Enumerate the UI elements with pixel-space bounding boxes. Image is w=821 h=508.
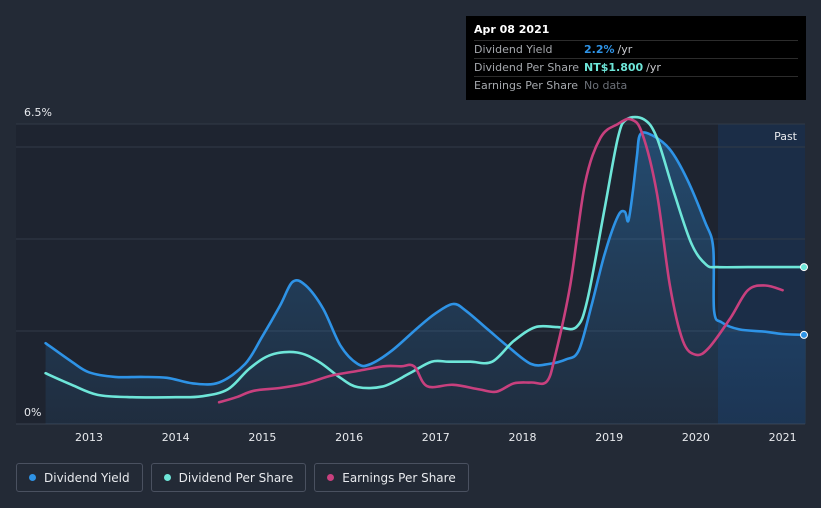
tooltip-unit: /yr <box>617 43 633 56</box>
x-axis-ticks: 2013 2014 2015 2016 2017 2018 2019 2020 2021 <box>75 431 797 444</box>
end-marker-yield <box>800 330 808 339</box>
dividend-yield-dot-icon <box>29 474 36 481</box>
series-line-eps <box>217 117 784 404</box>
x-tick-label: 2015 <box>248 431 276 444</box>
x-tick-label: 2014 <box>162 431 190 444</box>
x-tick-label: 2021 <box>769 431 797 444</box>
legend-label: Dividend Per Share <box>178 470 294 485</box>
tooltip-label: Dividend Per Share <box>474 61 580 74</box>
tooltip-row-earnings-per-share: Earnings Per Share No data <box>474 76 798 94</box>
end-markers <box>800 263 808 339</box>
past-label: Past <box>774 130 798 143</box>
series-area-yield <box>45 132 807 424</box>
legend-item-earnings-per-share[interactable]: Earnings Per Share <box>314 463 469 492</box>
dividend-per-share-dot-icon <box>163 474 171 481</box>
y-axis-max-label: 6.5% <box>24 106 52 119</box>
tooltip-label: Earnings Per Share <box>474 79 579 92</box>
x-tick-label: 2019 <box>595 431 623 444</box>
tooltip-unit: /yr <box>646 61 661 74</box>
legend-label: Earnings Per Share <box>342 470 456 485</box>
series-line-yield <box>44 131 808 386</box>
tooltip-date: Apr 08 2021 <box>474 23 550 36</box>
x-tick-label: 2018 <box>509 431 537 444</box>
tooltip-value: NT$1.800 <box>584 61 644 74</box>
legend-item-dividend-yield[interactable]: Dividend Yield <box>16 463 143 492</box>
x-tick-label: 2017 <box>422 431 450 444</box>
tooltip-row-dividend-yield: Dividend Yield 2.2% /yr <box>474 40 798 58</box>
end-marker-dps <box>800 263 808 272</box>
legend-item-dividend-per-share[interactable]: Dividend Per Share <box>150 463 307 492</box>
chart-legend: Dividend Yield Dividend Per Share Earnin… <box>16 463 469 492</box>
y-axis-min-label: 0% <box>24 406 41 419</box>
chart-tooltip: Apr 08 2021 Dividend Yield 2.2% /yr Divi… <box>466 16 806 100</box>
legend-label: Dividend Yield <box>44 470 130 485</box>
tooltip-row-dividend-per-share: Dividend Per Share NT$1.800 /yr <box>474 58 798 76</box>
earnings-per-share-dot-icon <box>327 474 335 481</box>
tooltip-label: Dividend Yield <box>474 43 553 56</box>
series-layer <box>44 115 808 424</box>
tooltip-no-data: No data <box>584 79 628 92</box>
tooltip-value: 2.2% <box>584 43 615 56</box>
series-line-dps <box>44 115 808 399</box>
x-tick-label: 2016 <box>335 431 363 444</box>
x-tick-label: 2020 <box>682 431 710 444</box>
x-tick-label: 2013 <box>75 431 103 444</box>
